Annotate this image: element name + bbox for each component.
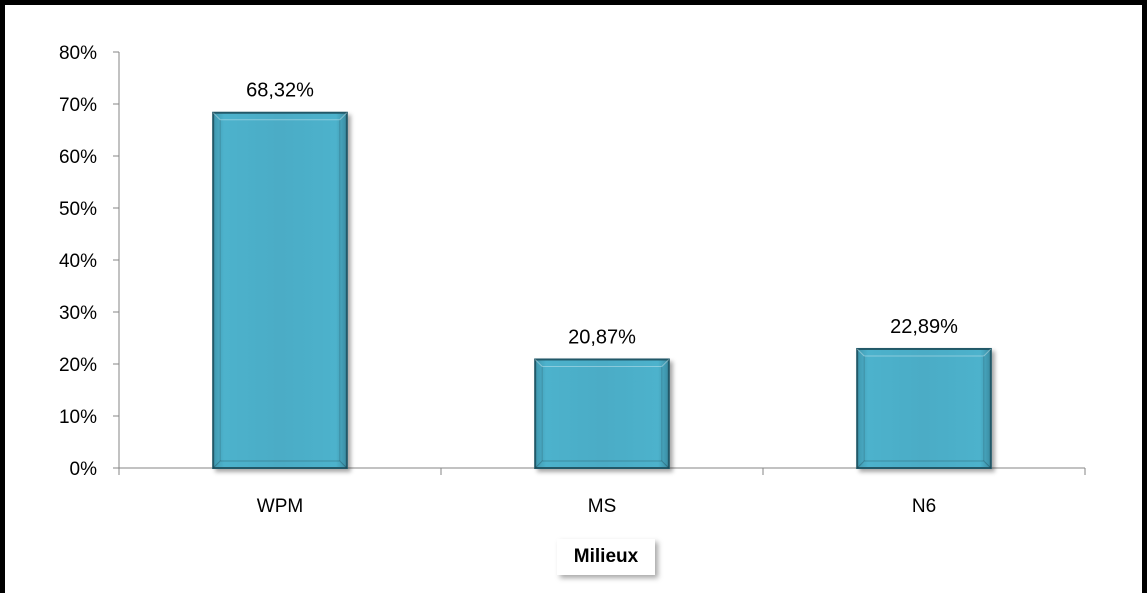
bar-bevel-top (534, 359, 670, 367)
x-tick-label: WPM (257, 496, 303, 517)
x-tick-label: MS (588, 496, 617, 517)
bar-bevel-bottom (212, 460, 348, 469)
bar-body (856, 347, 992, 469)
x-tick-label: N6 (912, 496, 936, 517)
y-tick-label: 10% (59, 407, 97, 428)
x-axis: WPM MS N6 (118, 467, 1086, 517)
data-label-n6: 22,89% (890, 316, 958, 338)
y-tick-label: 80% (59, 43, 97, 64)
bar-wpm (212, 111, 348, 470)
data-label-ms: 20,87% (568, 326, 636, 348)
y-tick-label: 70% (59, 95, 97, 116)
y-tick-label: 30% (59, 303, 97, 324)
bar-body (212, 111, 348, 470)
y-tick-label: 20% (59, 355, 97, 376)
data-label-wpm: 68,32% (246, 80, 314, 102)
bars (212, 111, 992, 470)
bar-bevel-bottom (856, 460, 992, 469)
y-tick-label: 0% (70, 459, 98, 480)
y-tick-label: 40% (59, 251, 97, 272)
bar-ms (534, 358, 670, 470)
bar-n6 (856, 347, 992, 469)
y-tick-label: 50% (59, 199, 97, 220)
data-labels: 68,32% 20,87% 22,89% (246, 80, 958, 349)
y-axis: 0% 10% 20% 30% 40% 50% 60% 70% 80% (59, 43, 120, 480)
bar-body (534, 358, 670, 470)
bar-bevel-top (856, 348, 992, 357)
bar-bevel-bottom (534, 460, 670, 469)
y-tick-label: 60% (59, 147, 97, 168)
bar-bevel-top (212, 112, 348, 121)
x-axis-title: Milieux (557, 539, 655, 575)
